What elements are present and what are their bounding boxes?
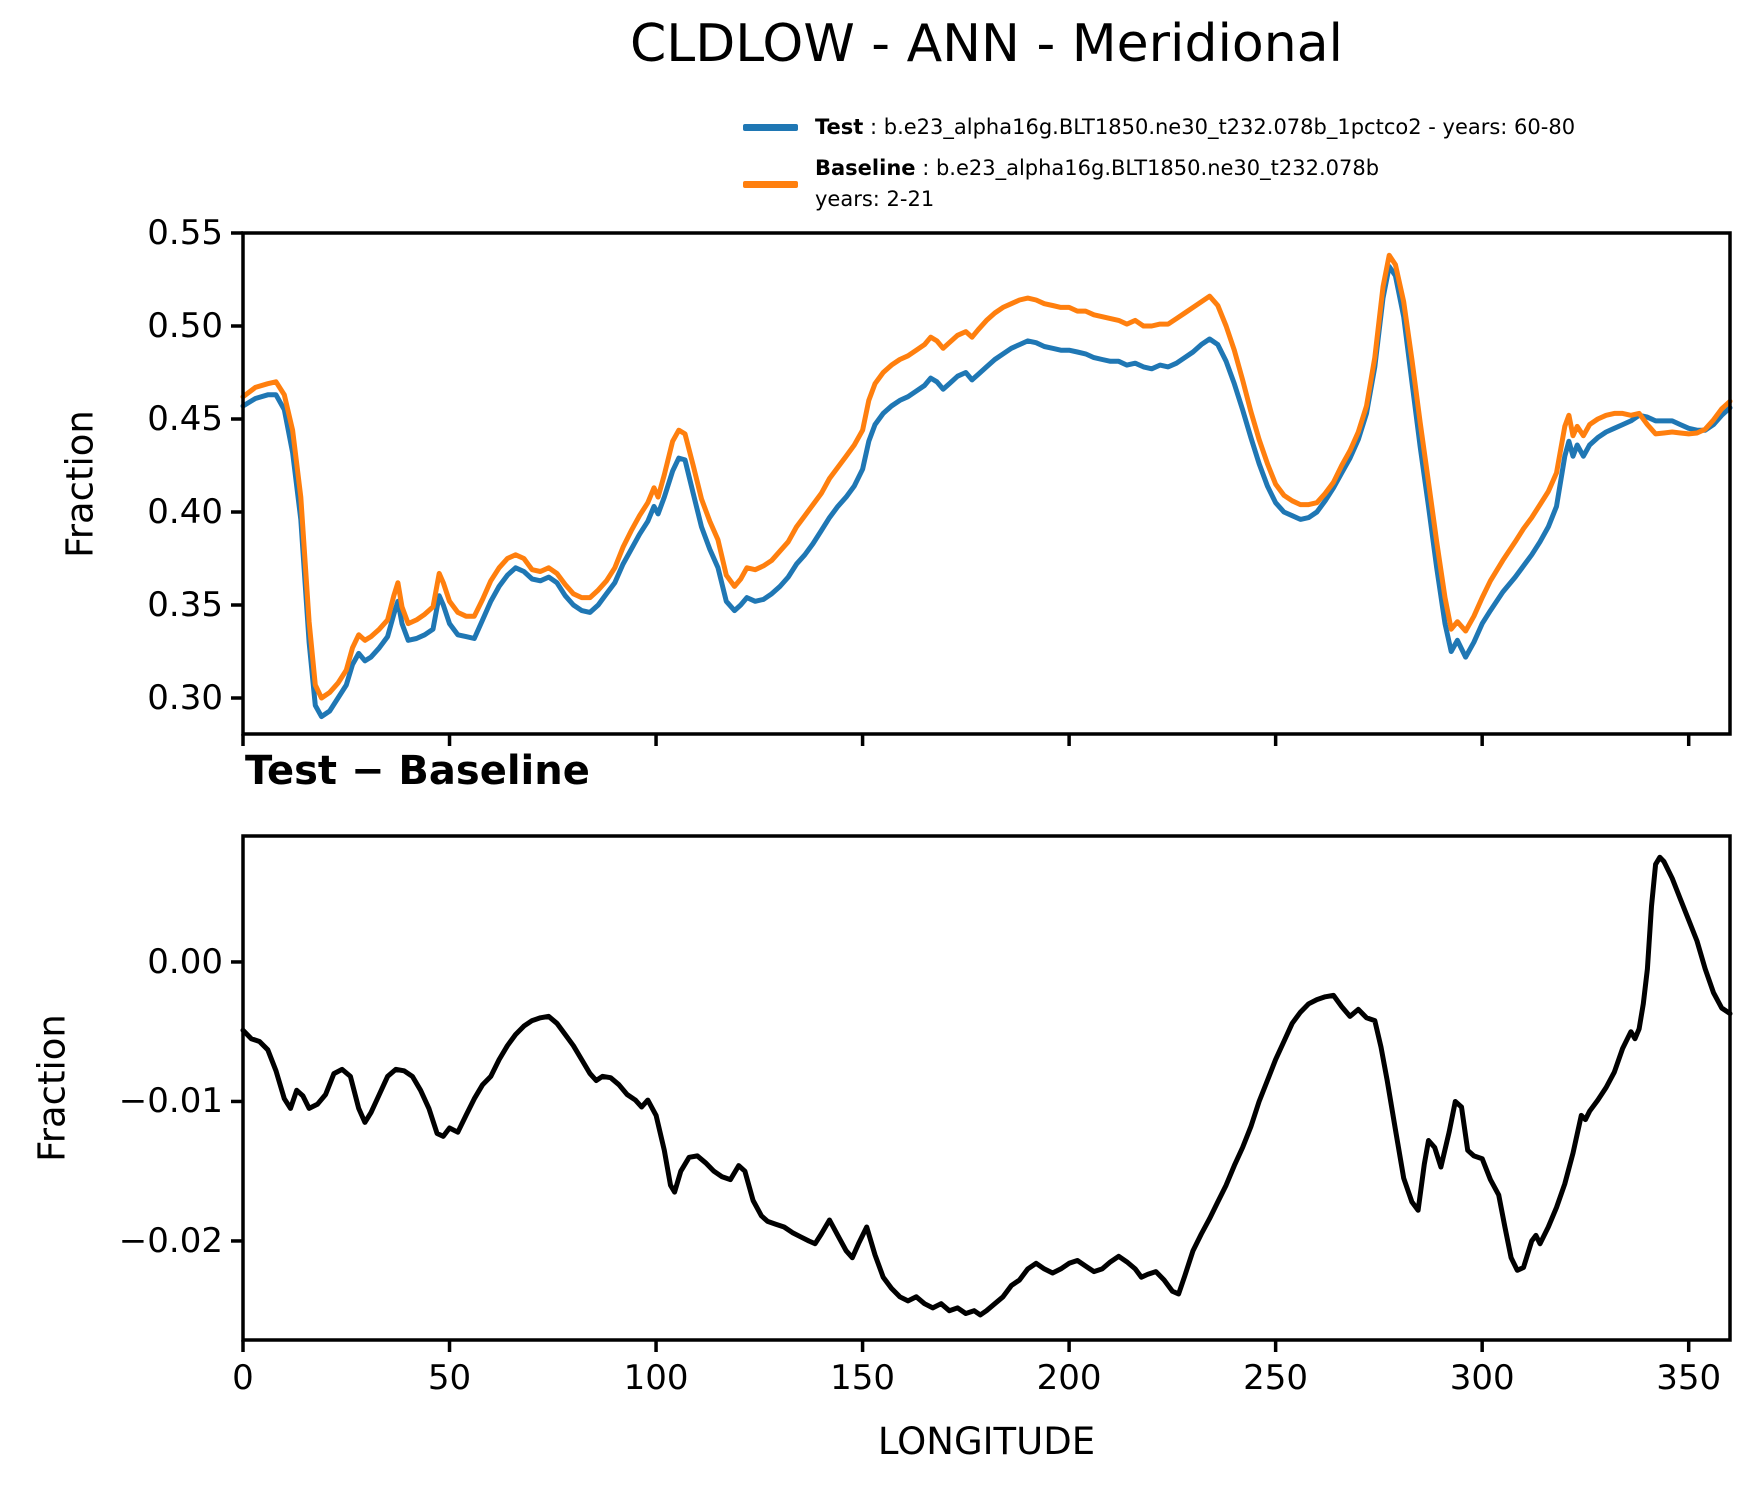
y-tick-label: −0.01 xyxy=(118,1081,223,1122)
y-tick-label: 0.00 xyxy=(147,941,223,982)
legend-item-test: Test : b.e23_alpha16g.BLT1850.ne30_t232.… xyxy=(743,112,1575,143)
bottom-panel-subtitle: Test − Baseline xyxy=(245,748,590,794)
baseline-line xyxy=(240,252,1733,701)
y-tick-label: 0.55 xyxy=(147,213,223,253)
legend-test-label: Test xyxy=(815,115,864,139)
legend-test-text: Test : b.e23_alpha16g.BLT1850.ne30_t232.… xyxy=(815,112,1575,143)
baseline-line-swatch xyxy=(743,180,798,188)
figure-title: CLDLOW - ANN - Meridional xyxy=(629,14,1344,74)
legend-baseline-years: years: 2-21 xyxy=(815,187,935,211)
top-panel-border xyxy=(241,231,1732,736)
bottom-panel-ylabel: Fraction xyxy=(30,1014,74,1162)
x-tick-label: 350 xyxy=(1656,1358,1722,1398)
x-tick-label: 100 xyxy=(623,1358,689,1398)
x-tick-label: 0 xyxy=(232,1358,254,1398)
top-panel-ylabel: Fraction xyxy=(58,410,102,558)
test-minus-baseline-line xyxy=(240,854,1733,1318)
x-tick-label: 150 xyxy=(830,1358,896,1398)
test-line-swatch xyxy=(743,124,798,131)
legend: Test : b.e23_alpha16g.BLT1850.ne30_t232.… xyxy=(743,112,1575,225)
x-tick-label: 50 xyxy=(427,1358,472,1398)
y-tick-label: 0.40 xyxy=(147,492,223,532)
y-tick-label: 0.45 xyxy=(147,399,223,439)
y-tick-label: 0.30 xyxy=(147,678,223,718)
x-axis-label: LONGITUDE xyxy=(877,1420,1096,1463)
legend-baseline-label: Baseline xyxy=(815,156,916,180)
y-tick-label: 0.50 xyxy=(147,306,223,346)
y-tick-label: −0.02 xyxy=(118,1220,223,1261)
test-line xyxy=(240,264,1733,720)
legend-baseline-text: Baseline : b.e23_alpha16g.BLT1850.ne30_t… xyxy=(815,153,1379,215)
x-tick-label: 200 xyxy=(1036,1358,1102,1398)
legend-baseline-desc: : b.e23_alpha16g.BLT1850.ne30_t232.078b xyxy=(915,156,1380,180)
bottom-panel-border xyxy=(241,834,1732,1342)
x-tick-label: 250 xyxy=(1243,1358,1309,1398)
legend-item-baseline: Baseline : b.e23_alpha16g.BLT1850.ne30_t… xyxy=(743,153,1575,215)
legend-test-desc: : b.e23_alpha16g.BLT1850.ne30_t232.078b_… xyxy=(863,115,1576,139)
x-tick-label: 300 xyxy=(1449,1358,1515,1398)
y-tick-label: 0.35 xyxy=(147,585,223,625)
